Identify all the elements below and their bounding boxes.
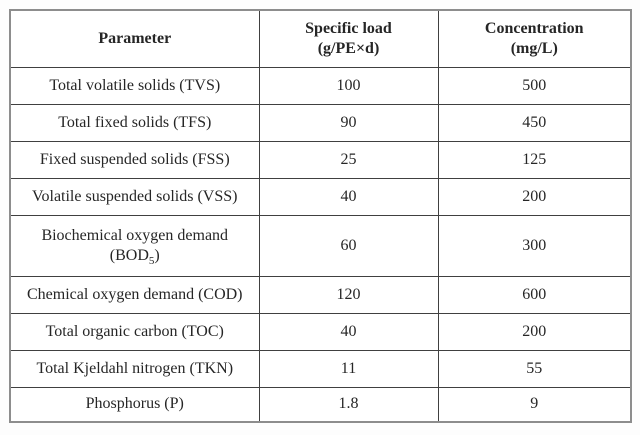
header-concentration-label: Concentration [484,19,584,37]
table-row-fss: Fixed suspended solids (FSS) 25 125 [9,140,632,179]
parameter-cell: Total Kjeldahl nitrogen (TKN) [9,349,260,388]
concentration-cell: 200 [437,177,632,216]
load-cell: 40 [258,177,439,216]
load-cell: 40 [258,312,439,351]
table-row-phosphorus: Phosphorus (P) 1.8 9 [9,386,632,423]
parameter-line1: Biochemical oxygen demand [41,226,229,244]
parameter-line2: (BOD5) [109,246,160,267]
concentration-cell: 55 [437,349,632,388]
parameter-cell: Total organic carbon (TOC) [9,312,260,351]
load-cell: 120 [258,275,439,314]
concentration-cell: 300 [437,214,632,277]
header-parameter: Parameter [9,9,260,68]
parameter-cell: Phosphorus (P) [9,386,260,423]
header-specific-load-unit: (g/PE×d) [317,39,380,57]
parameter-cell: Total volatile solids (TVS) [9,66,260,105]
header-parameter-label: Parameter [98,29,172,47]
table-row-vss: Volatile suspended solids (VSS) 40 200 [9,177,632,216]
table-row-toc: Total organic carbon (TOC) 40 200 [9,312,632,351]
table-row-bod: Biochemical oxygen demand (BOD5) 60 300 [9,214,632,277]
parameters-table-container: Parameter Specific load (g/PE×d) Concent… [9,9,632,423]
concentration-cell: 125 [437,140,632,179]
concentration-cell: 9 [437,386,632,423]
parameter-cell: Volatile suspended solids (VSS) [9,177,260,216]
parameter-cell: Chemical oxygen demand (COD) [9,275,260,314]
parameter-cell: Biochemical oxygen demand (BOD5) [9,214,260,277]
parameter-cell: Total fixed solids (TFS) [9,103,260,142]
table-row-cod: Chemical oxygen demand (COD) 120 600 [9,275,632,314]
concentration-cell: 450 [437,103,632,142]
header-concentration-unit: (mg/L) [510,39,558,57]
header-row: Parameter Specific load (g/PE×d) Concent… [9,9,632,68]
load-cell: 11 [258,349,439,388]
parameter-cell: Fixed suspended solids (FSS) [9,140,260,179]
concentration-cell: 500 [437,66,632,105]
wastewater-parameters-table: Parameter Specific load (g/PE×d) Concent… [9,9,632,423]
load-cell: 90 [258,103,439,142]
concentration-cell: 200 [437,312,632,351]
load-cell: 1.8 [258,386,439,423]
load-cell: 25 [258,140,439,179]
table-row-tfs: Total fixed solids (TFS) 90 450 [9,103,632,142]
header-specific-load: Specific load (g/PE×d) [258,9,439,68]
header-concentration: Concentration (mg/L) [437,9,632,68]
header-specific-load-label: Specific load [305,19,392,37]
table-row-tvs: Total volatile solids (TVS) 100 500 [9,66,632,105]
bod-subscript: 5 [148,254,155,267]
load-cell: 100 [258,66,439,105]
concentration-cell: 600 [437,275,632,314]
table-row-tkn: Total Kjeldahl nitrogen (TKN) 11 55 [9,349,632,388]
load-cell: 60 [258,214,439,277]
